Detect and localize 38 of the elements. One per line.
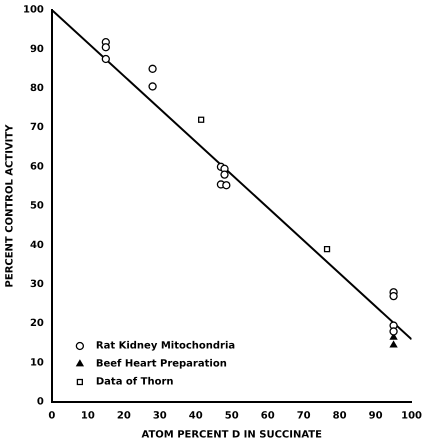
point bbox=[324, 246, 330, 252]
y-tick-label: 20 bbox=[30, 318, 44, 330]
y-tick-label: 40 bbox=[30, 240, 44, 251]
y-tick-label: 80 bbox=[30, 82, 44, 94]
x-tick-label: 90 bbox=[368, 410, 383, 422]
point bbox=[148, 64, 157, 73]
point bbox=[389, 292, 398, 300]
point bbox=[222, 181, 230, 190]
y-tick-label: 10 bbox=[30, 357, 44, 368]
y-tick-label: 70 bbox=[30, 122, 44, 134]
point bbox=[390, 341, 398, 348]
y-tick-label: 100 bbox=[23, 4, 44, 16]
y-tick-label: 90 bbox=[30, 44, 44, 55]
y-axis-title: PERCENT CONTROL ACTIVITY bbox=[4, 124, 16, 288]
x-tick-label: 0 bbox=[48, 410, 56, 422]
legend-label: Beef Heart Preparation bbox=[96, 358, 227, 370]
x-tick-label: 50 bbox=[224, 410, 239, 422]
legend-label: Rat Kidney Mitochondria bbox=[96, 340, 236, 352]
x-tick-label: 70 bbox=[296, 410, 311, 422]
point bbox=[102, 54, 110, 64]
point bbox=[198, 116, 204, 123]
x-tick-label: 20 bbox=[116, 410, 131, 422]
y-tick-label: 0 bbox=[36, 396, 44, 408]
x-tick-label: 60 bbox=[260, 410, 275, 422]
point bbox=[102, 43, 110, 52]
point bbox=[389, 327, 398, 336]
x-tick-label: 10 bbox=[80, 410, 95, 422]
point bbox=[148, 82, 157, 91]
x-tick-label: 30 bbox=[152, 410, 167, 422]
y-tick-label: 60 bbox=[30, 161, 44, 172]
x-tick-label: 80 bbox=[332, 410, 347, 422]
y-tick-label: 30 bbox=[30, 278, 44, 290]
x-tick-label: 100 bbox=[401, 410, 422, 422]
legend-label: Data of Thorn bbox=[96, 376, 174, 388]
point bbox=[220, 170, 229, 179]
x-axis-title: ATOM PERCENT D IN SUCCINATE bbox=[141, 430, 322, 441]
x-tick-label: 40 bbox=[188, 410, 203, 422]
y-tick-label: 50 bbox=[30, 200, 44, 212]
